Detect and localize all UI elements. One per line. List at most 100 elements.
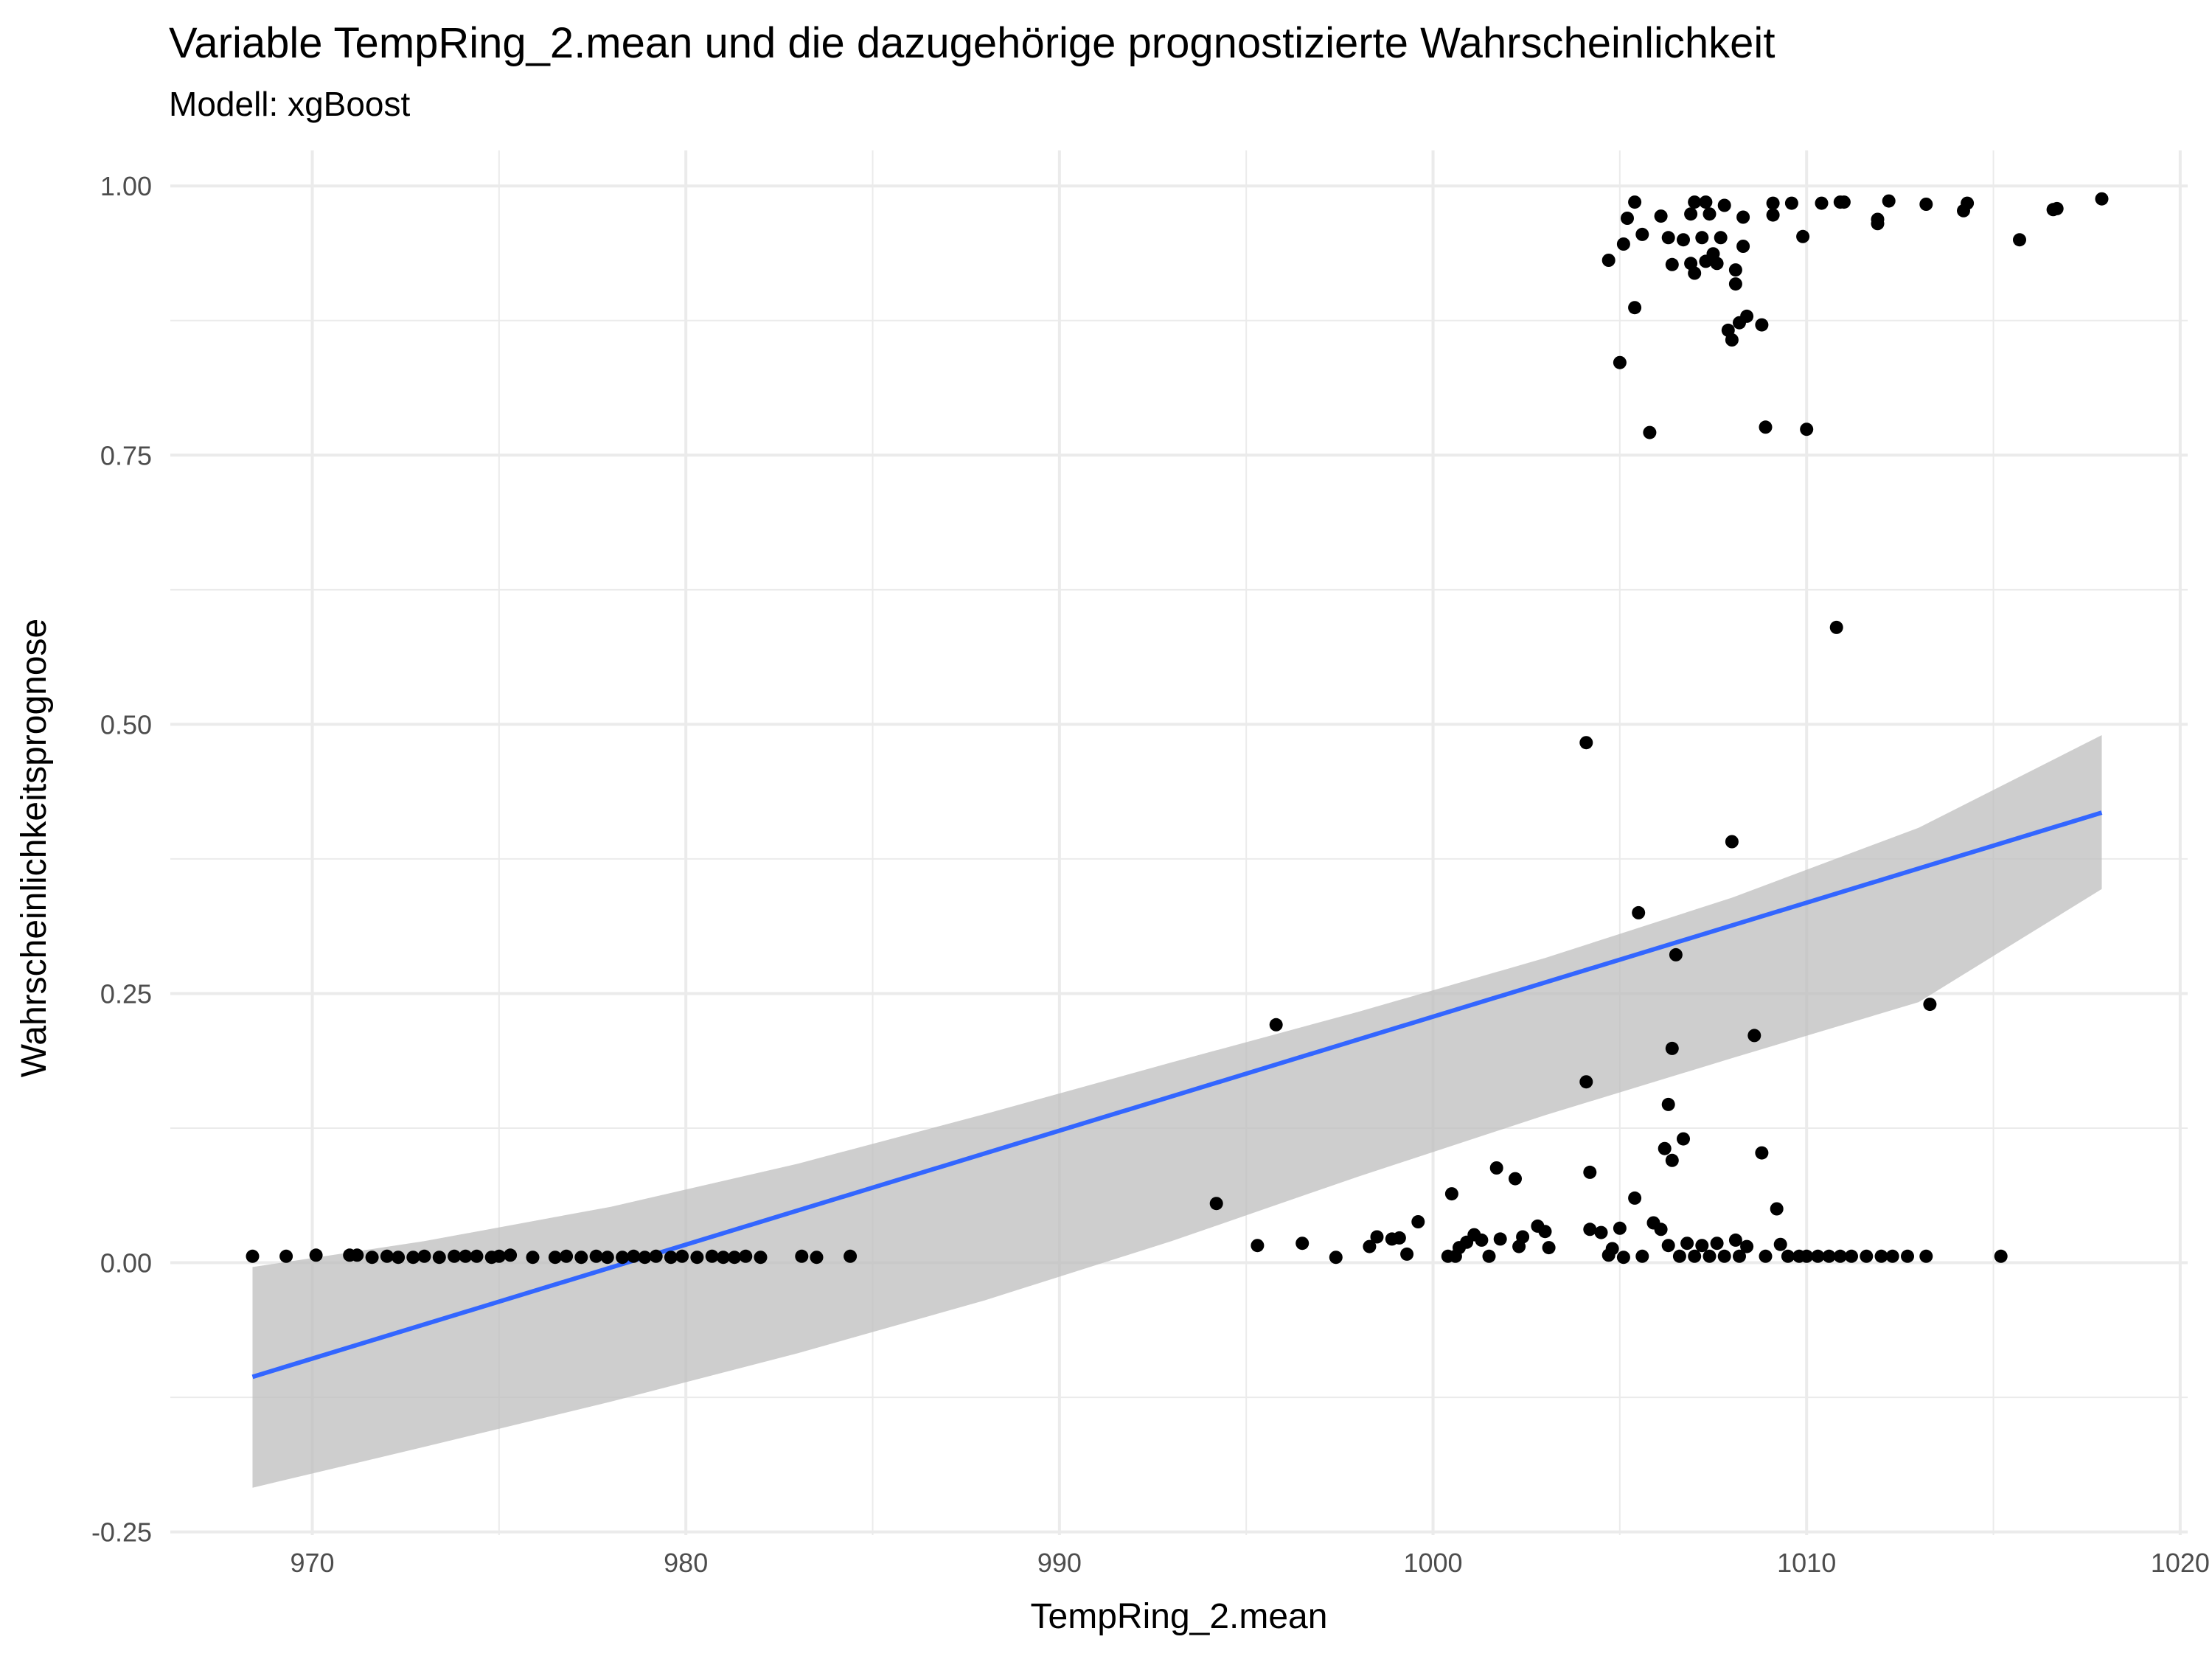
y-axis-ticks: -0.25 0.00 0.25 0.50 0.75 1.00 [91,171,152,1547]
x-tick-label: 1010 [1777,1548,1836,1578]
data-point [1677,233,1690,247]
data-point [246,1249,260,1263]
data-point [1717,198,1731,212]
data-point [1329,1251,1343,1265]
data-point [1829,620,1843,634]
data-point [1994,1249,2008,1263]
data-point [810,1251,824,1265]
data-point [616,1251,630,1265]
data-point [1885,1249,1899,1263]
data-point [1860,1249,1874,1263]
data-point [1632,905,1646,919]
data-point [1672,1249,1686,1263]
data-point [1766,196,1780,210]
data-point [1759,420,1773,434]
data-point [1665,1041,1679,1055]
data-point [1251,1239,1265,1253]
data-point [1661,1097,1675,1111]
data-point [1363,1239,1377,1253]
data-point [1400,1247,1414,1261]
data-point [1703,207,1717,221]
x-tick-label: 980 [664,1548,708,1578]
data-point [600,1251,614,1265]
data-point [664,1251,678,1265]
x-tick-label: 1000 [1403,1548,1462,1578]
data-point [448,1249,462,1263]
data-point [459,1249,473,1263]
data-point [1871,212,1885,226]
data-point [1800,422,1814,437]
data-point [1594,1225,1608,1239]
y-tick-label: 0.00 [100,1248,152,1279]
data-point [1295,1237,1310,1251]
data-point [754,1251,768,1265]
data-point [728,1251,742,1265]
data-point [1714,231,1728,245]
data-point [1665,1153,1679,1167]
data-point [560,1249,574,1263]
data-point [1209,1197,1223,1211]
data-point [1923,998,1937,1012]
data-point [1725,333,1739,347]
data-point [1901,1249,1914,1263]
data-point [1755,318,1769,332]
data-point [1703,1249,1717,1263]
data-point [1770,1202,1784,1216]
data-point [1688,266,1702,280]
data-point [1784,196,1798,210]
data-point [380,1249,394,1263]
data-point [1874,1249,1888,1263]
data-point [1766,208,1780,222]
data-point [1710,1237,1724,1251]
data-point [1919,1249,1933,1263]
data-point [1815,196,1829,210]
data-point [2050,201,2064,215]
y-axis-title: Wahrscheinlichkeitsprognose [15,619,54,1078]
data-point [1728,277,1742,291]
data-point [1740,1239,1754,1253]
data-point [1628,195,1642,209]
x-tick-label: 1020 [2151,1548,2210,1578]
chart-subtitle: Modell: xgBoost [169,85,410,123]
data-point [675,1249,689,1263]
data-point [548,1251,562,1265]
data-point [1538,1225,1552,1239]
data-point [1759,1249,1773,1263]
data-point [844,1249,858,1263]
data-point [1493,1232,1507,1246]
data-point [1616,237,1630,251]
data-point [1796,229,1810,243]
chart-title: Variable TempRing_2.mean und die dazugeh… [169,19,1775,67]
y-tick-label: -0.25 [91,1517,152,1548]
data-point [417,1249,431,1263]
data-point [1613,355,1627,369]
data-point [470,1249,484,1263]
data-point [1811,1249,1825,1263]
data-point [627,1249,641,1263]
trend-line [251,810,2103,1380]
data-point [1677,1132,1690,1146]
data-point [526,1251,540,1265]
data-point [1688,1249,1702,1263]
confidence-band-area [252,735,2102,1488]
data-point [1579,1075,1593,1089]
data-point [1489,1161,1503,1175]
data-point [1800,1249,1814,1263]
data-point [1833,1249,1847,1263]
confidence-band [252,735,2102,1488]
data-point [1710,257,1724,271]
data-point [406,1251,420,1265]
data-point [1669,947,1683,961]
data-points [246,192,2109,1265]
x-tick-label: 990 [1037,1548,1082,1578]
data-point [1736,240,1750,253]
data-point [1635,1249,1649,1263]
data-point [392,1251,406,1265]
data-point [1392,1231,1406,1245]
data-point [1269,1018,1283,1032]
data-point [1684,207,1698,221]
data-point [1628,301,1642,315]
data-point [1654,209,1668,223]
data-point [739,1249,753,1263]
data-point [1509,1172,1522,1186]
